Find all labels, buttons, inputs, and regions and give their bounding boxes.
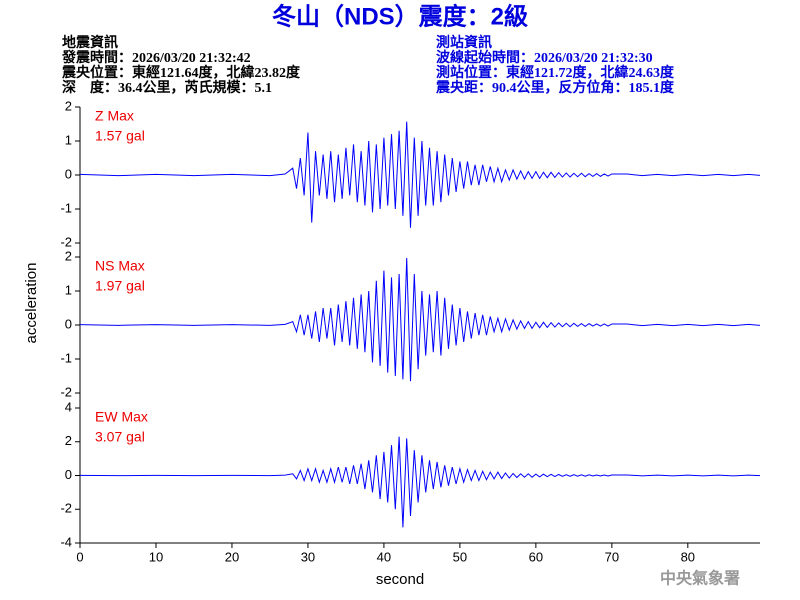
x-tick-label: 80 xyxy=(681,549,695,564)
info-right: 震央距：90.4公里，反方位角：185.1度 xyxy=(435,79,675,96)
y-tick-label: -1 xyxy=(60,350,72,365)
waveform xyxy=(79,121,761,228)
info-left: 震央位置：東經121.64度，北緯23.82度 xyxy=(61,64,301,81)
panel-max: 1.57 gal xyxy=(95,128,145,144)
title: 冬山（NDS）震度：2級 xyxy=(272,2,528,30)
y-tick-label: 0 xyxy=(65,316,72,331)
waveform xyxy=(79,436,761,528)
y-tick-label: -2 xyxy=(60,234,72,249)
y-tick-label: 4 xyxy=(65,399,72,414)
y-tick-label: -4 xyxy=(60,534,72,549)
panel-max: 1.97 gal xyxy=(95,278,145,294)
y-tick-label: 2 xyxy=(65,248,72,263)
x-tick-label: 30 xyxy=(301,549,315,564)
y-tick-label: -2 xyxy=(60,501,72,516)
y-tick-label: 1 xyxy=(65,282,72,297)
y-axis-label: acceleration xyxy=(23,263,40,344)
y-tick-label: -1 xyxy=(60,200,72,215)
panel-label: NS Max xyxy=(95,258,145,274)
y-tick-label: 2 xyxy=(65,98,72,113)
panel-label: Z Max xyxy=(95,108,134,124)
x-tick-label: 0 xyxy=(76,549,83,564)
info-right: 測站位置：東經121.72度，北緯24.63度 xyxy=(436,64,675,81)
x-axis-label: second xyxy=(376,571,424,588)
x-tick-label: 20 xyxy=(225,549,239,564)
x-tick-label: 10 xyxy=(149,549,163,564)
x-tick-label: 60 xyxy=(529,549,543,564)
x-tick-label: 50 xyxy=(453,549,467,564)
info-right: 測站資訊 xyxy=(436,34,492,51)
y-tick-label: 0 xyxy=(65,467,72,482)
x-tick-label: 70 xyxy=(605,549,619,564)
x-tick-label: 40 xyxy=(377,549,391,564)
info-left: 地震資訊 xyxy=(62,34,118,51)
footer: 中央氣象署 xyxy=(660,569,740,588)
y-tick-label: 0 xyxy=(65,166,72,181)
panel-max: 3.07 gal xyxy=(95,429,145,445)
info-left: 深 度：36.4公里，芮氏規模：5.1 xyxy=(62,79,272,96)
info-right: 波線起始時間：2026/03/20 21:32:30 xyxy=(436,49,653,66)
y-tick-label: 2 xyxy=(65,433,72,448)
y-tick-label: -2 xyxy=(60,384,72,399)
waveform xyxy=(79,258,761,382)
y-tick-label: 1 xyxy=(65,132,72,147)
info-left: 發震時間：2026/03/20 21:32:42 xyxy=(61,49,251,66)
panel-label: EW Max xyxy=(95,409,148,425)
